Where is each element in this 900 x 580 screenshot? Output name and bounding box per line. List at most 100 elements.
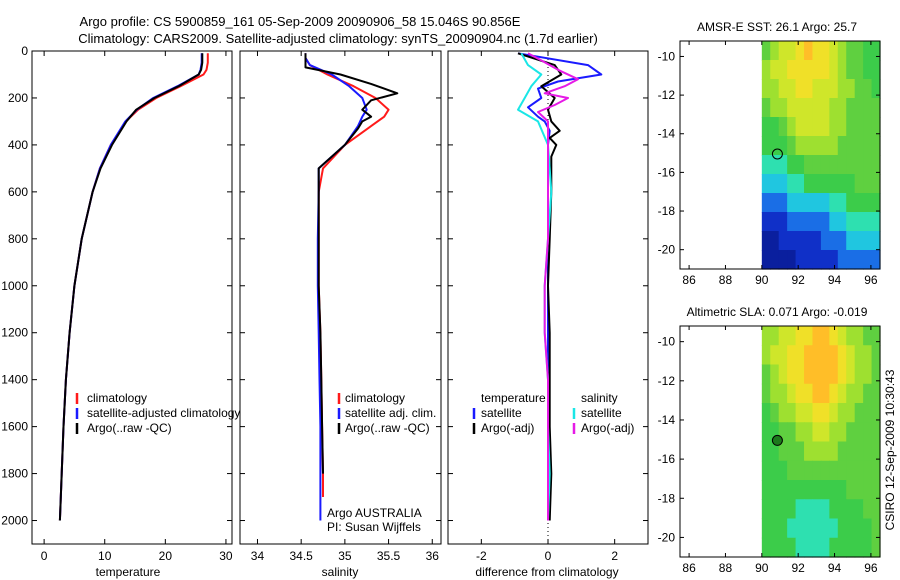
heatmap-cell <box>761 155 771 175</box>
heatmap-cell <box>770 250 780 270</box>
heatmap-cell <box>837 250 847 270</box>
temperature-panel: 0 10 20 30 0 200 400 600 800 1000 1200 1400 1600 180… <box>1 44 240 579</box>
x-tick-label: 96 <box>864 561 878 575</box>
heatmap-cell <box>804 345 814 366</box>
heatmap-cell <box>812 460 822 481</box>
heatmap-cell <box>778 250 788 270</box>
heatmap-cell <box>778 231 788 251</box>
heatmap-cell <box>804 79 814 99</box>
y-tick-label: -20 <box>658 530 676 544</box>
heatmap-cell <box>812 403 822 423</box>
heatmap-cell <box>871 518 881 539</box>
heatmap-cell <box>846 98 856 118</box>
y-tick-label: 1200 <box>1 326 28 340</box>
heatmap-cell <box>787 326 797 346</box>
heatmap-cell <box>829 174 839 194</box>
pi-note: PI: Susan Wijffels <box>327 520 421 534</box>
legend-label-temp-satellite: satellite <box>481 406 522 420</box>
heatmap-cell <box>871 326 881 346</box>
heatmap-cell <box>854 518 864 539</box>
heatmap-cell <box>820 79 830 99</box>
heatmap-cell <box>829 212 839 232</box>
heatmap-cell <box>829 79 839 99</box>
heatmap-cell <box>854 136 864 156</box>
heatmap-cell <box>846 499 856 520</box>
heatmap-cell <box>761 250 771 270</box>
heatmap-cell <box>761 79 771 99</box>
heatmap-cell <box>871 422 881 443</box>
x-tick-label: 30 <box>219 549 233 563</box>
heatmap-cell <box>820 364 830 385</box>
heatmap-cell <box>871 364 881 385</box>
heatmap-cell <box>812 79 822 99</box>
heatmap-cell <box>787 136 797 156</box>
heatmap-cell <box>795 41 805 61</box>
heatmap-cell <box>778 480 788 500</box>
heatmap-cell <box>804 499 814 520</box>
heatmap-cell <box>787 383 797 404</box>
heatmap-cell <box>812 345 822 366</box>
heatmap-cell <box>795 231 805 251</box>
heatmap-cell <box>795 98 805 118</box>
heatmap-cell <box>778 326 788 346</box>
heatmap-cell <box>795 383 805 404</box>
heatmap-cell <box>829 537 839 558</box>
heatmap-cell <box>820 117 830 137</box>
heatmap-cell <box>795 480 805 500</box>
heatmap-cell <box>863 117 873 137</box>
heatmap-cell <box>804 364 814 385</box>
heatmap-cell <box>770 60 780 80</box>
heatmap-cell <box>795 79 805 99</box>
heatmap-cell <box>846 212 856 232</box>
heatmap-cell <box>787 155 797 175</box>
heatmap-cell <box>787 60 797 80</box>
heatmap-cell <box>761 136 771 156</box>
temperature-y-ticks: 0 200 400 600 800 1000 1200 1400 1600 1800 2000 <box>1 44 232 528</box>
heatmap-cell <box>871 79 881 99</box>
heatmap-cell <box>761 480 771 500</box>
heatmap-cell <box>778 403 788 423</box>
heatmap-cell <box>846 364 856 385</box>
heatmap-cell <box>778 117 788 137</box>
heatmap-cell <box>854 403 864 423</box>
heatmap-cell <box>846 403 856 423</box>
heatmap-cell <box>871 212 881 232</box>
sst-map-frame <box>679 40 881 270</box>
heatmap-cell <box>804 383 814 404</box>
heatmap-cell <box>812 117 822 137</box>
salinity-x-label: salinity <box>322 565 359 579</box>
heatmap-cell <box>871 499 881 520</box>
heatmap-cell <box>761 41 771 61</box>
heatmap-cell <box>837 41 847 61</box>
heatmap-cell <box>778 41 788 61</box>
sst-map-title: AMSR-E SST: 26.1 Argo: 25.7 <box>697 20 857 34</box>
heatmap-cell <box>795 136 805 156</box>
x-tick-label: 86 <box>682 561 696 575</box>
heatmap-cell <box>854 41 864 61</box>
heatmap-cell <box>812 441 822 462</box>
heatmap-cell <box>837 231 847 251</box>
heatmap-cell <box>795 460 805 481</box>
heatmap-cell <box>820 518 830 539</box>
x-tick-label: 20 <box>159 549 173 563</box>
heatmap-cell <box>846 518 856 539</box>
heatmap-cell <box>871 480 881 500</box>
y-tick-label: -20 <box>658 243 676 257</box>
sal-series-2-line <box>304 53 399 474</box>
difference-plot-area <box>517 51 603 544</box>
heatmap-cell <box>820 231 830 251</box>
heatmap-cell <box>770 345 780 366</box>
heatmap-cell <box>820 499 830 520</box>
heatmap-cell <box>863 326 873 346</box>
heatmap-cell <box>837 155 847 175</box>
heatmap-cell <box>871 98 881 118</box>
x-tick-label: 34.5 <box>289 549 313 563</box>
heatmap-cell <box>812 231 822 251</box>
heatmap-cell <box>854 422 864 443</box>
y-tick-label: -18 <box>658 204 676 218</box>
salinity-plot-area <box>304 53 399 521</box>
heatmap-cell <box>837 193 847 213</box>
y-tick-label: -12 <box>658 374 676 388</box>
heatmap-cell <box>761 193 771 213</box>
heatmap-cell <box>804 460 814 481</box>
